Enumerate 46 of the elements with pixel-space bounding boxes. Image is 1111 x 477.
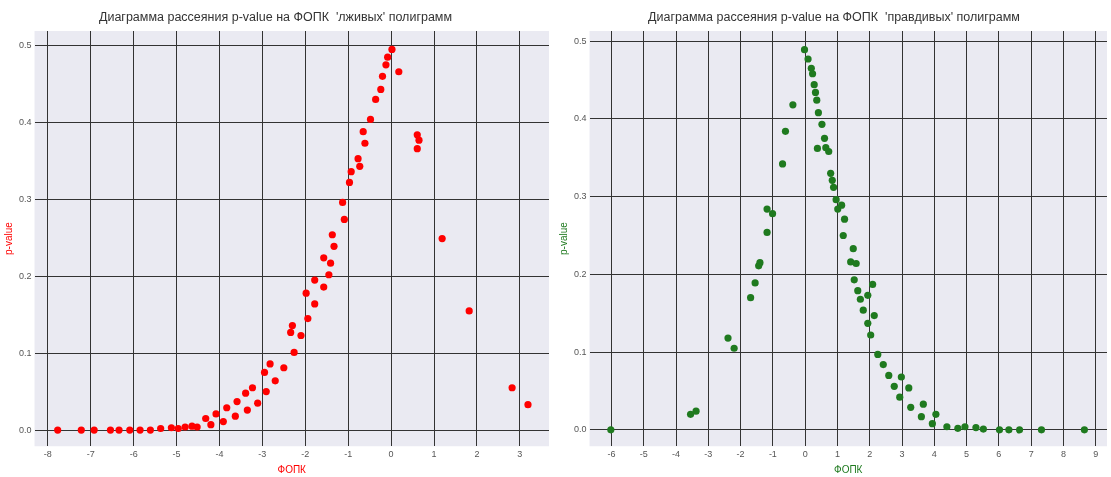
y-tick-label: 0.5 bbox=[574, 35, 587, 46]
y-tick-label: 0.1 bbox=[19, 347, 32, 358]
y-tick-label: 0.2 bbox=[574, 268, 587, 279]
y-tick-label: 0.4 bbox=[574, 113, 587, 124]
y-tick-label: 0.5 bbox=[19, 40, 32, 51]
y-tick-label: 0.0 bbox=[19, 424, 32, 435]
y-tick-label: 0.2 bbox=[19, 270, 32, 281]
x-tick-label: -3 bbox=[258, 449, 267, 460]
y-tick-label: 0.0 bbox=[574, 424, 587, 435]
x-tick-label: -4 bbox=[672, 449, 681, 460]
y-tick-label: 0.4 bbox=[19, 116, 32, 127]
chart-title: Диаграмма рассеяния p-value на ФОПК 'лживых' полиграмм bbox=[98, 9, 453, 24]
y-tick-label: 0.3 bbox=[19, 193, 32, 204]
chart-title: Диаграмма рассеяния p-value на ФОПК 'правдивых' полиграмм bbox=[648, 9, 1020, 24]
y-tick-label: 0.1 bbox=[574, 346, 587, 357]
x-tick-label: 4 bbox=[931, 449, 937, 460]
x-tick-label: 2 bbox=[474, 449, 480, 460]
x-tick-label: -1 bbox=[768, 449, 777, 460]
x-axis-title: ФОПК bbox=[277, 463, 307, 475]
x-tick-label: 3 bbox=[517, 449, 523, 460]
x-tick-label: 3 bbox=[899, 449, 905, 460]
x-tick-label: -8 bbox=[43, 449, 52, 460]
y-axis-title: p-value bbox=[557, 221, 569, 256]
x-tick-label: -4 bbox=[215, 449, 224, 460]
y-tick-label: 0.3 bbox=[574, 191, 587, 202]
x-tick-label: -6 bbox=[129, 449, 138, 460]
x-tick-label: -5 bbox=[172, 449, 181, 460]
x-tick-label: 6 bbox=[996, 449, 1002, 460]
x-tick-label: -6 bbox=[607, 449, 616, 460]
x-tick-label: 8 bbox=[1060, 449, 1066, 460]
x-tick-label: 9 bbox=[1093, 449, 1099, 460]
x-tick-label: -5 bbox=[639, 449, 648, 460]
x-tick-label: -3 bbox=[704, 449, 713, 460]
x-tick-label: 2 bbox=[867, 449, 873, 460]
x-axis-title: ФОПК bbox=[834, 463, 863, 475]
x-tick-label: 7 bbox=[1028, 449, 1034, 460]
x-tick-label: 5 bbox=[964, 449, 970, 460]
x-tick-label: -2 bbox=[301, 449, 310, 460]
x-tick-label: 0 bbox=[388, 449, 394, 460]
y-axis-title: p-value bbox=[2, 221, 14, 256]
x-tick-label: -7 bbox=[86, 449, 95, 460]
x-tick-label: 1 bbox=[834, 449, 840, 460]
x-tick-label: -2 bbox=[736, 449, 745, 460]
x-tick-label: 0 bbox=[802, 449, 808, 460]
x-tick-label: 1 bbox=[431, 449, 437, 460]
x-tick-label: -1 bbox=[344, 449, 353, 460]
